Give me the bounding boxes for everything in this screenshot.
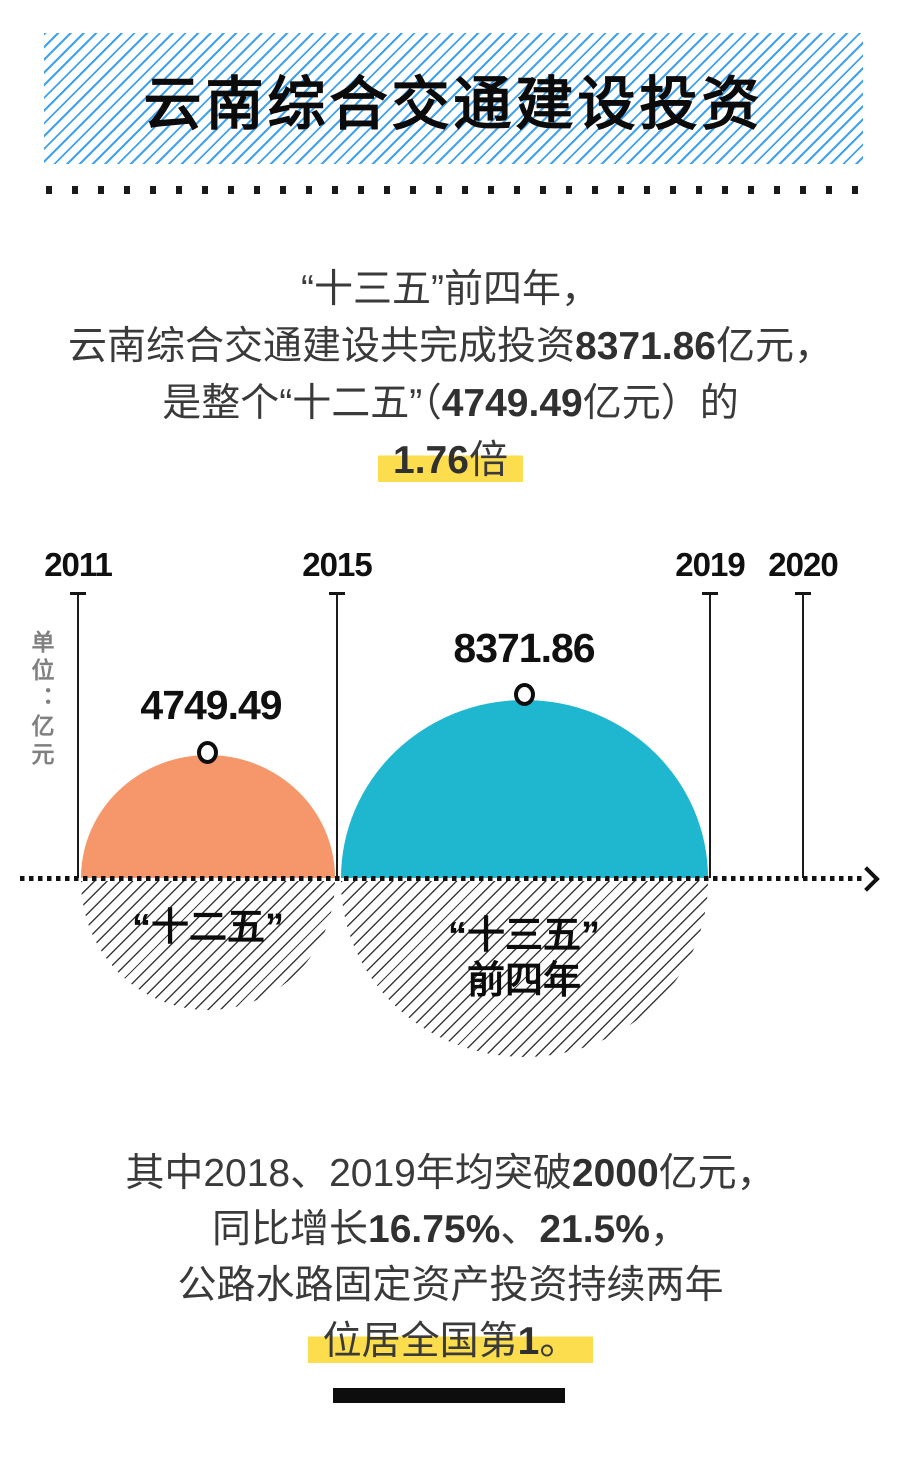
conclusion-line-1: 其中2018、2019年均突破2000亿元，	[0, 1146, 901, 1202]
conclusion-line-2-post: ，	[649, 1208, 689, 1251]
year-label-2011: 2011	[44, 546, 113, 583]
value-label-right: 8371.86	[453, 625, 595, 671]
tick-cap-2015	[329, 592, 345, 595]
dome-13-5	[341, 700, 708, 878]
title-banner: 云南综合交通建设投资	[44, 33, 863, 164]
page-title: 云南综合交通建设投资	[143, 71, 764, 137]
gridline-2011	[77, 595, 79, 878]
intro-line-2-pre: 云南综合交通建设共完成投资	[67, 325, 575, 368]
year-label-2020: 2020	[768, 546, 838, 583]
intro-line-3: 是整个“十二五”（4749.49亿元）的	[0, 375, 901, 432]
period-label-13-5-line1: “十三五”	[447, 915, 601, 957]
timeline-axis	[20, 876, 862, 881]
conclusion-line-2: 同比增长16.75%、21.5%，	[0, 1202, 901, 1258]
growth-2019-value: 21.5%	[539, 1208, 650, 1251]
data-point-marker-left	[197, 741, 218, 764]
gridline-2020	[802, 595, 804, 878]
intro-line-4: 1.76倍	[0, 432, 901, 489]
intro-line-1-text: “十三五”前四年，	[301, 268, 600, 311]
intro-line-2-post: 亿元，	[715, 325, 833, 368]
conclusion-line-2-mid: 、	[500, 1208, 540, 1251]
conclusion-line-1-pre: 其中2018、2019年均突破	[125, 1152, 572, 1195]
ratio-highlight: 1.76倍	[378, 439, 523, 482]
ratio-value: 1.76	[393, 439, 469, 482]
year-label-2015: 2015	[302, 546, 372, 583]
previous-plan-value: 4749.49	[441, 382, 583, 425]
threshold-value: 2000	[571, 1152, 659, 1195]
rank-highlight: 位居全国第1。	[307, 1320, 594, 1363]
rank-post: 。	[539, 1320, 579, 1363]
tick-cap-2019	[702, 592, 718, 595]
gridline-2015	[336, 595, 338, 878]
period-label-12-5: “十二五”	[131, 907, 285, 949]
conclusion-line-3-text: 公路水路固定资产投资持续两年	[177, 1264, 724, 1307]
conclusion-line-1-post: 亿元，	[658, 1152, 776, 1195]
conclusion-line-4: 位居全国第1。	[0, 1314, 901, 1370]
rank-pre: 位居全国第	[322, 1320, 518, 1363]
period-label-13-5: “十三五” 前四年	[448, 914, 600, 1004]
growth-2018-value: 16.75%	[368, 1208, 501, 1251]
intro-line-3-post: 亿元）的	[582, 382, 739, 425]
intro-paragraph: “十三五”前四年， 云南综合交通建设共完成投资8371.86亿元， 是整个“十二…	[0, 261, 901, 489]
axis-unit-label: 单位：亿元	[28, 630, 54, 770]
value-label-left: 4749.49	[140, 682, 282, 728]
dome-12-5	[81, 755, 335, 878]
ratio-suffix: 倍	[468, 439, 508, 482]
intro-line-2: 云南综合交通建设共完成投资8371.86亿元，	[0, 318, 901, 375]
data-point-marker-right	[514, 683, 535, 706]
year-label-2019: 2019	[675, 546, 745, 583]
rank-value: 1	[517, 1320, 540, 1363]
total-investment-value: 8371.86	[575, 325, 716, 368]
dotted-separator	[46, 186, 858, 194]
arrow-right-icon	[854, 866, 880, 892]
conclusion-line-2-pre: 同比增长	[212, 1208, 369, 1251]
intro-line-1: “十三五”前四年，	[0, 261, 901, 318]
gridline-2019	[709, 595, 711, 878]
conclusion-paragraph: 其中2018、2019年均突破2000亿元， 同比增长16.75%、21.5%，…	[0, 1146, 901, 1370]
end-bar	[333, 1388, 565, 1403]
tick-cap-2011	[70, 592, 86, 595]
tick-cap-2020	[795, 592, 811, 595]
period-label-13-5-line2: 前四年	[466, 960, 582, 1002]
conclusion-line-3: 公路水路固定资产投资持续两年	[0, 1258, 901, 1314]
intro-line-3-pre: 是整个“十二五”（	[162, 382, 442, 425]
